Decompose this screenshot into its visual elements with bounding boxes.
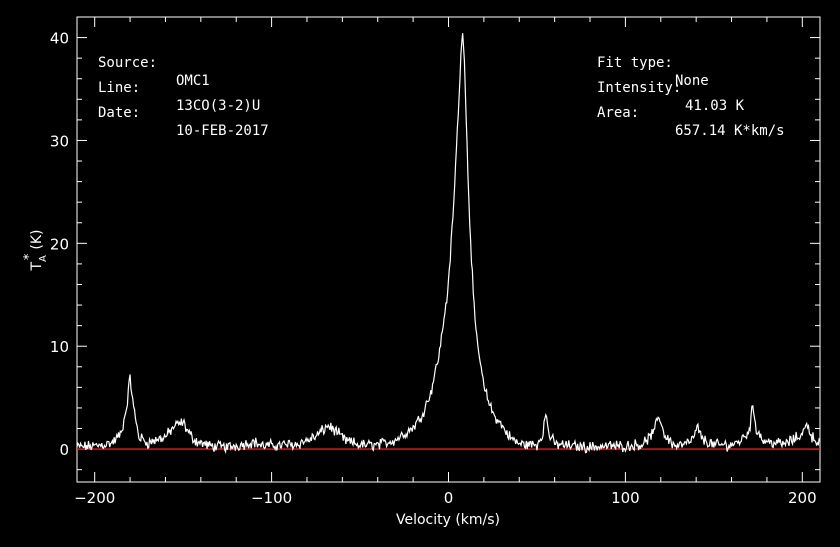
x-tick-label: −100 [251,489,292,507]
source-value: OMC1 [176,73,210,89]
area-label: Area: [597,105,640,121]
y-tick-label: 40 [50,30,69,48]
y-tick-label: 0 [59,441,69,459]
x-tick-label: 100 [611,489,640,507]
source-row: Source: OMC1 [98,36,210,89]
y-axis-superscript: * [22,253,37,260]
y-axis-unit: (K) [29,229,45,249]
y-tick-label: 30 [50,132,69,150]
line-label: Line: [98,80,141,96]
fit-row: Fit type: None [597,36,709,89]
y-tick-label: 10 [50,338,69,356]
fit-type-value: None [675,73,709,89]
header-right: Fit type: None Intensity: 41.03 K Area: … [597,36,785,139]
date-row: Date: 10-FEB-2017 [98,86,269,139]
y-tick-label: 20 [50,235,69,253]
area-value: 657.14 K*km/s [675,123,785,139]
area-row: Area: 657.14 K*km/s [597,86,785,139]
spectrum-trace [76,33,821,455]
y-axis-subscript: A [38,255,49,262]
date-value: 10-FEB-2017 [176,123,269,139]
x-tick-label: −200 [74,489,115,507]
source-label: Source: [98,55,158,71]
header-left: Source: OMC1 Line: 13CO(3-2)U Date: 10-F… [98,36,269,139]
line-value: 13CO(3-2)U [176,98,261,114]
fit-type-label: Fit type: [597,55,673,71]
x-axis-title: Velocity (km/s) [396,512,500,528]
intensity-row: Intensity: 41.03 K [597,61,744,114]
date-label: Date: [98,105,141,121]
y-axis-title: TA* (K) [22,229,49,271]
y-axis-symbol: T [29,262,45,272]
line-row: Line: 13CO(3-2)U [98,61,260,114]
intensity-value: 41.03 K [685,98,745,114]
intensity-label: Intensity: [597,80,682,96]
tick-labels: −200 −100 0 100 200 0 10 20 30 40 [50,30,817,507]
x-tick-label: 200 [788,489,817,507]
svg-text:TA*(K): TA* (K) [22,229,49,271]
x-tick-label: 0 [444,489,454,507]
